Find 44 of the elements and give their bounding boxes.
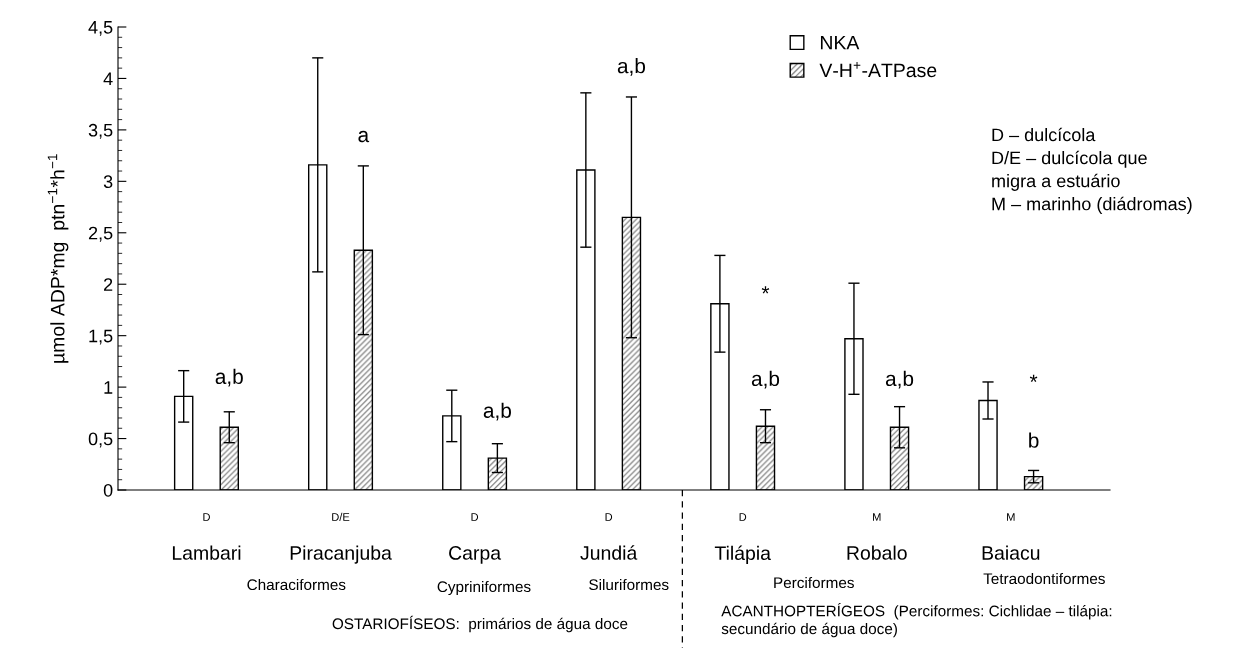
annotation: b — [1029, 432, 1039, 448]
x-tick-label: Tilápia — [714, 545, 771, 564]
text: D/E — [332, 512, 350, 521]
y-tick-label: 4 — [103, 72, 113, 85]
y-tick-label: 1,5 — [89, 329, 113, 345]
text: OSTARIOFÍSEOS: primários de água doce — [332, 615, 628, 633]
text: Perciformes — [774, 576, 854, 589]
annotation: a,b — [885, 370, 914, 389]
y-tick-label: 2 — [104, 278, 113, 291]
text: Characiformes — [247, 578, 346, 591]
y-tick-label: 0,5 — [88, 432, 113, 448]
annotation: D – dulcícola D/E – dulcícola que migra a estuário M – marinho (diádromas) — [992, 127, 1192, 214]
annotation: a,b — [751, 370, 780, 389]
x-tick-label: Baiacu — [982, 545, 1040, 560]
annotation: a,b — [617, 57, 646, 76]
text: D — [739, 513, 747, 521]
text: D — [605, 513, 613, 521]
y-tick-label: 3,5 — [88, 123, 113, 139]
x-tick-label: Carpa — [449, 546, 502, 564]
text: Cypriniformes — [437, 580, 531, 596]
y-tick-label: 1 — [104, 381, 113, 394]
text: Tetraodontiformes — [983, 572, 1105, 585]
annotation: a,b — [215, 368, 243, 387]
y-tick-label: 4,5 — [88, 21, 113, 36]
legend-label: NKA — [820, 35, 860, 50]
annotation: * — [761, 286, 770, 294]
text: D — [203, 513, 210, 521]
y-tick-label: 0 — [103, 483, 113, 497]
x-tick-label: Jundiá — [580, 545, 638, 560]
annotation: a — [358, 130, 370, 143]
x-tick-label: Piracanjuba — [290, 545, 392, 564]
legend-label: V-H$^{+}$-ATPase — [819, 62, 937, 78]
annotation: a,b — [483, 402, 511, 421]
y-tick-label: 3 — [103, 175, 113, 189]
x-tick-label: Robalo — [847, 545, 907, 560]
annotation: * — [1029, 374, 1038, 382]
text: D — [471, 513, 479, 521]
text: Siluriformes — [589, 578, 669, 591]
y-axis-title: µmol ADP*mg ptn$^{−1}$*h$^{−1}$ — [47, 154, 69, 363]
x-tick-label: Lambari — [172, 545, 241, 560]
text: M — [873, 513, 881, 521]
text: ACANTHOPTERÍGEOS (Perciformes: Cichlidae – tilápia: secundário de água doce) — [721, 603, 1112, 638]
text: M — [1007, 513, 1015, 521]
y-tick-label: 2,5 — [88, 226, 113, 242]
